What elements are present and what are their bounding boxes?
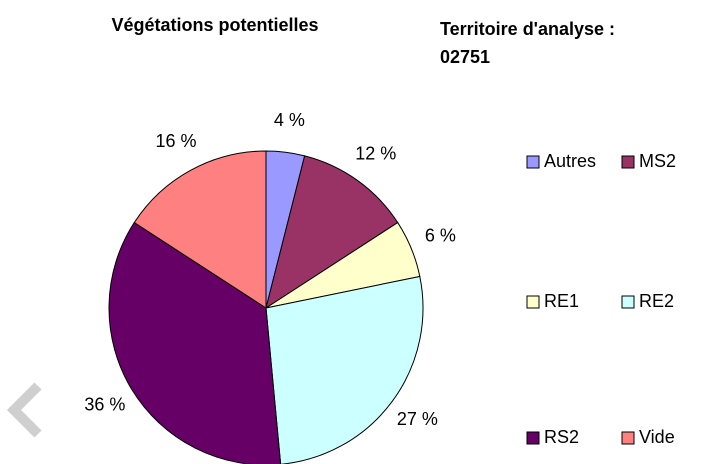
back-chevron — [6, 382, 42, 438]
data-label: 6 % — [425, 225, 456, 245]
legend-label: MS2 — [639, 151, 676, 171]
legend-label: Vide — [639, 427, 675, 447]
pie-slice — [265, 155, 399, 310]
pie-slice — [108, 221, 282, 464]
legend-label: Autres — [544, 151, 596, 171]
chart-title: Végétations potentielles — [111, 15, 318, 35]
data-label: 36 % — [84, 394, 125, 414]
legend-swatch — [621, 431, 635, 445]
data-label: 4 % — [274, 110, 305, 130]
data-label: 12 % — [355, 144, 396, 164]
data-label: 27 % — [397, 409, 438, 429]
chart-subtitle: 02751 — [440, 47, 490, 67]
legend-label: RS2 — [544, 427, 579, 447]
legend-swatch — [621, 295, 635, 309]
legend-label: RE1 — [544, 291, 579, 311]
chart-subtitle: Territoire d'analyse : — [440, 19, 615, 39]
data-label: 16 % — [156, 131, 197, 151]
pie-slice — [265, 275, 424, 464]
legend-swatch — [526, 431, 540, 445]
legend-swatch — [526, 155, 540, 169]
legend-swatch — [621, 155, 635, 169]
legend-label: RE2 — [639, 291, 674, 311]
pie-slice — [133, 150, 267, 309]
legend-swatch — [526, 295, 540, 309]
